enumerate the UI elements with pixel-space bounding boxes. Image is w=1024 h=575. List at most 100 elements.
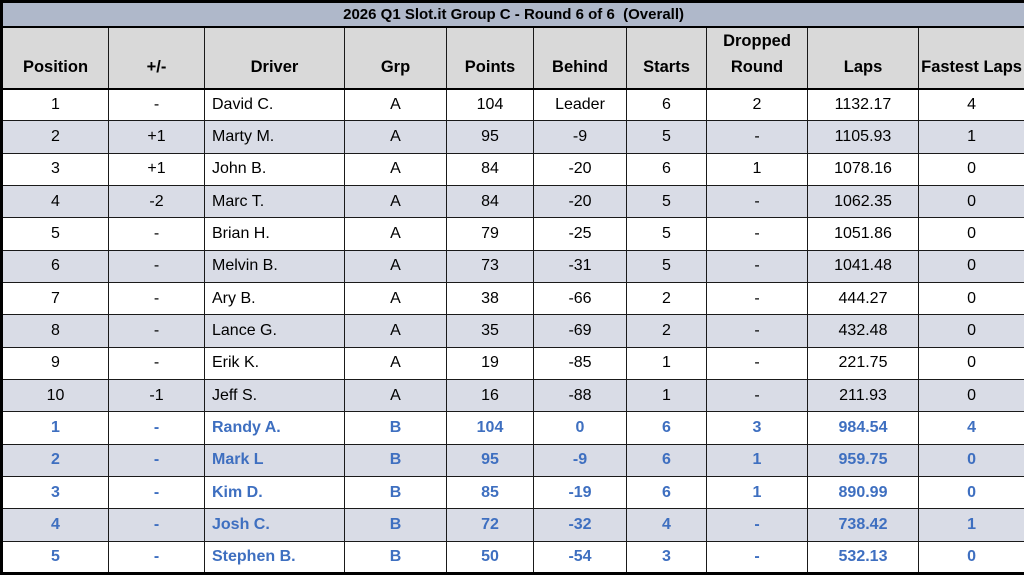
- cell-position: 5: [1, 217, 109, 251]
- cell-laps: 1078.16: [807, 152, 919, 186]
- cell-driver: Melvin B.: [204, 249, 345, 283]
- cell-laps: 738.42: [807, 508, 919, 542]
- table-row: 8 - Lance G. A 35 -69 2 - 432.48 0: [1, 314, 1024, 348]
- cell-laps: 1062.35: [807, 184, 919, 219]
- cell-fastest-laps: 4: [917, 411, 1024, 445]
- cell-fastest-laps: 0: [917, 281, 1024, 316]
- cell-points: 38: [446, 281, 534, 316]
- cell-laps: 1051.86: [807, 217, 919, 251]
- cell-change: +1: [108, 152, 205, 186]
- cell-starts: 1: [626, 346, 707, 380]
- cell-dropped-round: -: [706, 314, 808, 348]
- table-row: 5 - Brian H. A 79 -25 5 - 1051.86 0: [1, 217, 1024, 251]
- cell-position: 4: [1, 508, 109, 542]
- cell-grp: A: [344, 152, 447, 186]
- cell-starts: 1: [626, 378, 707, 413]
- cell-points: 72: [446, 508, 534, 542]
- cell-change: -: [108, 540, 205, 575]
- cell-points: 95: [446, 443, 534, 477]
- column-header-behind: Behind: [533, 26, 627, 90]
- table-row: 9 - Erik K. A 19 -85 1 - 221.75 0: [1, 346, 1024, 380]
- cell-driver: Jeff S.: [204, 378, 345, 413]
- cell-fastest-laps: 0: [917, 249, 1024, 283]
- cell-fastest-laps: 0: [917, 217, 1024, 251]
- cell-grp: B: [344, 508, 447, 542]
- table-row: 1 - David C. A 104 Leader 6 2 1132.17 4: [1, 87, 1024, 122]
- cell-starts: 6: [626, 475, 707, 510]
- cell-fastest-laps: 0: [917, 443, 1024, 477]
- cell-driver: Lance G.: [204, 314, 345, 348]
- cell-change: -2: [108, 184, 205, 219]
- cell-change: -: [108, 443, 205, 477]
- cell-grp: B: [344, 475, 447, 510]
- cell-driver: Ary B.: [204, 281, 345, 316]
- cell-position: 4: [1, 184, 109, 219]
- cell-driver: John B.: [204, 152, 345, 186]
- title-row: 2026 Q1 Slot.it Group C - Round 6 of 6 (…: [0, 1, 1024, 28]
- cell-position: 1: [1, 411, 109, 445]
- cell-driver: Marty M.: [204, 120, 345, 154]
- cell-points: 79: [446, 217, 534, 251]
- table-row: 7 - Ary B. A 38 -66 2 - 444.27 0: [1, 281, 1024, 316]
- cell-driver: Erik K.: [204, 346, 345, 380]
- cell-position: 1: [1, 87, 109, 122]
- cell-grp: A: [344, 281, 447, 316]
- cell-driver: Brian H.: [204, 217, 345, 251]
- cell-grp: A: [344, 217, 447, 251]
- cell-driver: Kim D.: [204, 475, 345, 510]
- column-header-position: Position: [1, 26, 109, 90]
- cell-points: 104: [446, 87, 534, 122]
- cell-behind: -20: [533, 152, 627, 186]
- cell-grp: A: [344, 87, 447, 122]
- cell-grp: A: [344, 249, 447, 283]
- cell-position: 7: [1, 281, 109, 316]
- cell-dropped-round: -: [706, 378, 808, 413]
- cell-position: 10: [1, 378, 109, 413]
- cell-points: 85: [446, 475, 534, 510]
- cell-grp: B: [344, 411, 447, 445]
- table-row: 2 - Mark L B 95 -9 6 1 959.75 0: [1, 443, 1024, 477]
- cell-position: 3: [1, 152, 109, 186]
- cell-laps: 1041.48: [807, 249, 919, 283]
- cell-change: -: [108, 346, 205, 380]
- cell-dropped-round: 3: [706, 411, 808, 445]
- cell-dropped-round: -: [706, 540, 808, 575]
- cell-position: 2: [1, 443, 109, 477]
- cell-change: -: [108, 249, 205, 283]
- cell-change: -: [108, 281, 205, 316]
- cell-behind: -54: [533, 540, 627, 575]
- cell-dropped-round: 1: [706, 475, 808, 510]
- cell-fastest-laps: 0: [917, 475, 1024, 510]
- cell-driver: Josh C.: [204, 508, 345, 542]
- cell-behind: 0: [533, 411, 627, 445]
- cell-behind: -69: [533, 314, 627, 348]
- table-row: 1 - Randy A. B 104 0 6 3 984.54 4: [1, 411, 1024, 445]
- table-row: 10 -1 Jeff S. A 16 -88 1 - 211.93 0: [1, 378, 1024, 413]
- cell-points: 73: [446, 249, 534, 283]
- cell-laps: 1105.93: [807, 120, 919, 154]
- cell-fastest-laps: 1: [917, 508, 1024, 542]
- cell-starts: 6: [626, 87, 707, 122]
- cell-dropped-round: 2: [706, 87, 808, 122]
- page-title: 2026 Q1 Slot.it Group C - Round 6 of 6 (…: [0, 1, 1024, 28]
- cell-starts: 6: [626, 411, 707, 445]
- column-header-points: Points: [446, 26, 534, 90]
- cell-behind: -25: [533, 217, 627, 251]
- cell-dropped-round: -: [706, 217, 808, 251]
- cell-fastest-laps: 0: [917, 314, 1024, 348]
- cell-dropped-round: -: [706, 346, 808, 380]
- cell-driver: David C.: [204, 87, 345, 122]
- cell-behind: -19: [533, 475, 627, 510]
- cell-dropped-round: -: [706, 184, 808, 219]
- column-header-grp: Grp: [344, 26, 447, 90]
- column-header-fastest-laps: Fastest Laps: [917, 26, 1024, 90]
- cell-laps: 959.75: [807, 443, 919, 477]
- cell-driver: Randy A.: [204, 411, 345, 445]
- cell-laps: 532.13: [807, 540, 919, 575]
- cell-driver: Stephen B.: [204, 540, 345, 575]
- cell-dropped-round: -: [706, 281, 808, 316]
- cell-starts: 4: [626, 508, 707, 542]
- cell-starts: 5: [626, 184, 707, 219]
